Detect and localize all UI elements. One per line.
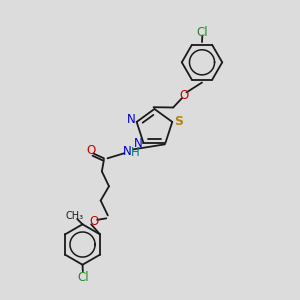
Text: O: O: [180, 88, 189, 101]
Text: H: H: [131, 146, 140, 159]
Text: N: N: [123, 145, 132, 158]
Text: N: N: [134, 137, 142, 150]
Text: Cl: Cl: [197, 26, 208, 39]
Text: CH₃: CH₃: [65, 211, 83, 221]
Text: O: O: [86, 143, 96, 157]
Text: O: O: [89, 215, 98, 228]
Text: Cl: Cl: [78, 271, 89, 284]
Text: S: S: [174, 115, 183, 128]
Text: N: N: [127, 113, 136, 126]
